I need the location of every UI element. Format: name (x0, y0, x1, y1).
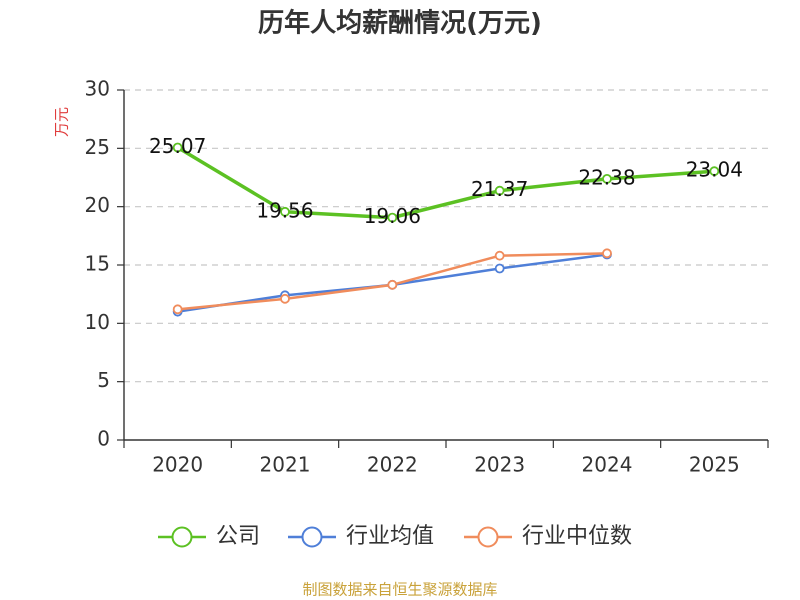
x-tick-label-2024: 2024 (582, 453, 633, 477)
legend-item-industry-median[interactable]: 行业中位数 (464, 524, 632, 549)
y-tick-label-20: 20 (85, 193, 110, 217)
y-tick-label-5: 5 (97, 368, 110, 392)
legend-item-company[interactable]: 公司 (158, 524, 260, 549)
data-label-company-2020: 25.07 (149, 134, 206, 158)
point-company-2020 (172, 142, 183, 153)
legend-marker-company (171, 526, 193, 548)
y-tick-label-25: 25 (85, 135, 110, 159)
data-label-company-2021: 19.56 (256, 198, 313, 222)
chart-title: 历年人均薪酬情况(万元) (258, 8, 542, 39)
legend-label-industry-mean: 行业均值 (346, 524, 434, 549)
y-tick-label-10: 10 (85, 310, 110, 334)
y-tick-label-30: 30 (85, 77, 110, 101)
point-industry-median-2020 (172, 304, 183, 315)
y-axis-unit-label: 万元 (53, 107, 71, 137)
data-label-company-2022: 19.06 (364, 204, 421, 228)
series-company (172, 142, 720, 223)
x-tick-label-2022: 2022 (367, 453, 418, 477)
x-tick-label-2025: 2025 (689, 453, 740, 477)
point-industry-median-2021 (280, 293, 290, 304)
point-company-2022 (387, 212, 398, 223)
data-labels: 25.07 19.56 19.06 21.37 22.38 23.04 (149, 134, 743, 228)
legend-item-industry-mean[interactable]: 行业均值 (288, 524, 434, 549)
point-industry-median-2022 (387, 279, 398, 290)
y-tick-label-15: 15 (85, 252, 110, 276)
series-industry-median (172, 248, 612, 315)
series-lines (172, 142, 720, 317)
gridlines (124, 89, 768, 383)
data-label-company-2024: 22.38 (578, 165, 635, 189)
legend-marker-industry-median (477, 526, 499, 548)
legend-label-industry-median: 行业中位数 (522, 524, 632, 549)
point-company-2024 (602, 173, 612, 184)
point-industry-median-2024 (602, 248, 612, 259)
x-tick-label-2023: 2023 (474, 453, 525, 477)
point-company-2021 (280, 206, 290, 217)
data-label-company-2023: 21.37 (471, 177, 528, 201)
data-label-company-2025: 23.04 (686, 158, 743, 182)
x-tick-label-2020: 2020 (152, 453, 203, 477)
y-tick-label-0: 0 (97, 427, 110, 451)
point-industry-mean-2023 (494, 263, 505, 274)
source-footer: 制图数据来自恒生聚源数据库 (302, 581, 497, 599)
legend-marker-industry-mean (301, 526, 323, 548)
point-industry-median-2023 (494, 250, 505, 261)
x-tick-label-2021: 2021 (260, 453, 311, 477)
legend: 公司 行业均值 行业中位数 (158, 524, 632, 549)
point-company-2023 (494, 185, 505, 196)
point-company-2025 (709, 166, 720, 177)
legend-label-company: 公司 (216, 524, 260, 549)
line-company (175, 145, 717, 220)
